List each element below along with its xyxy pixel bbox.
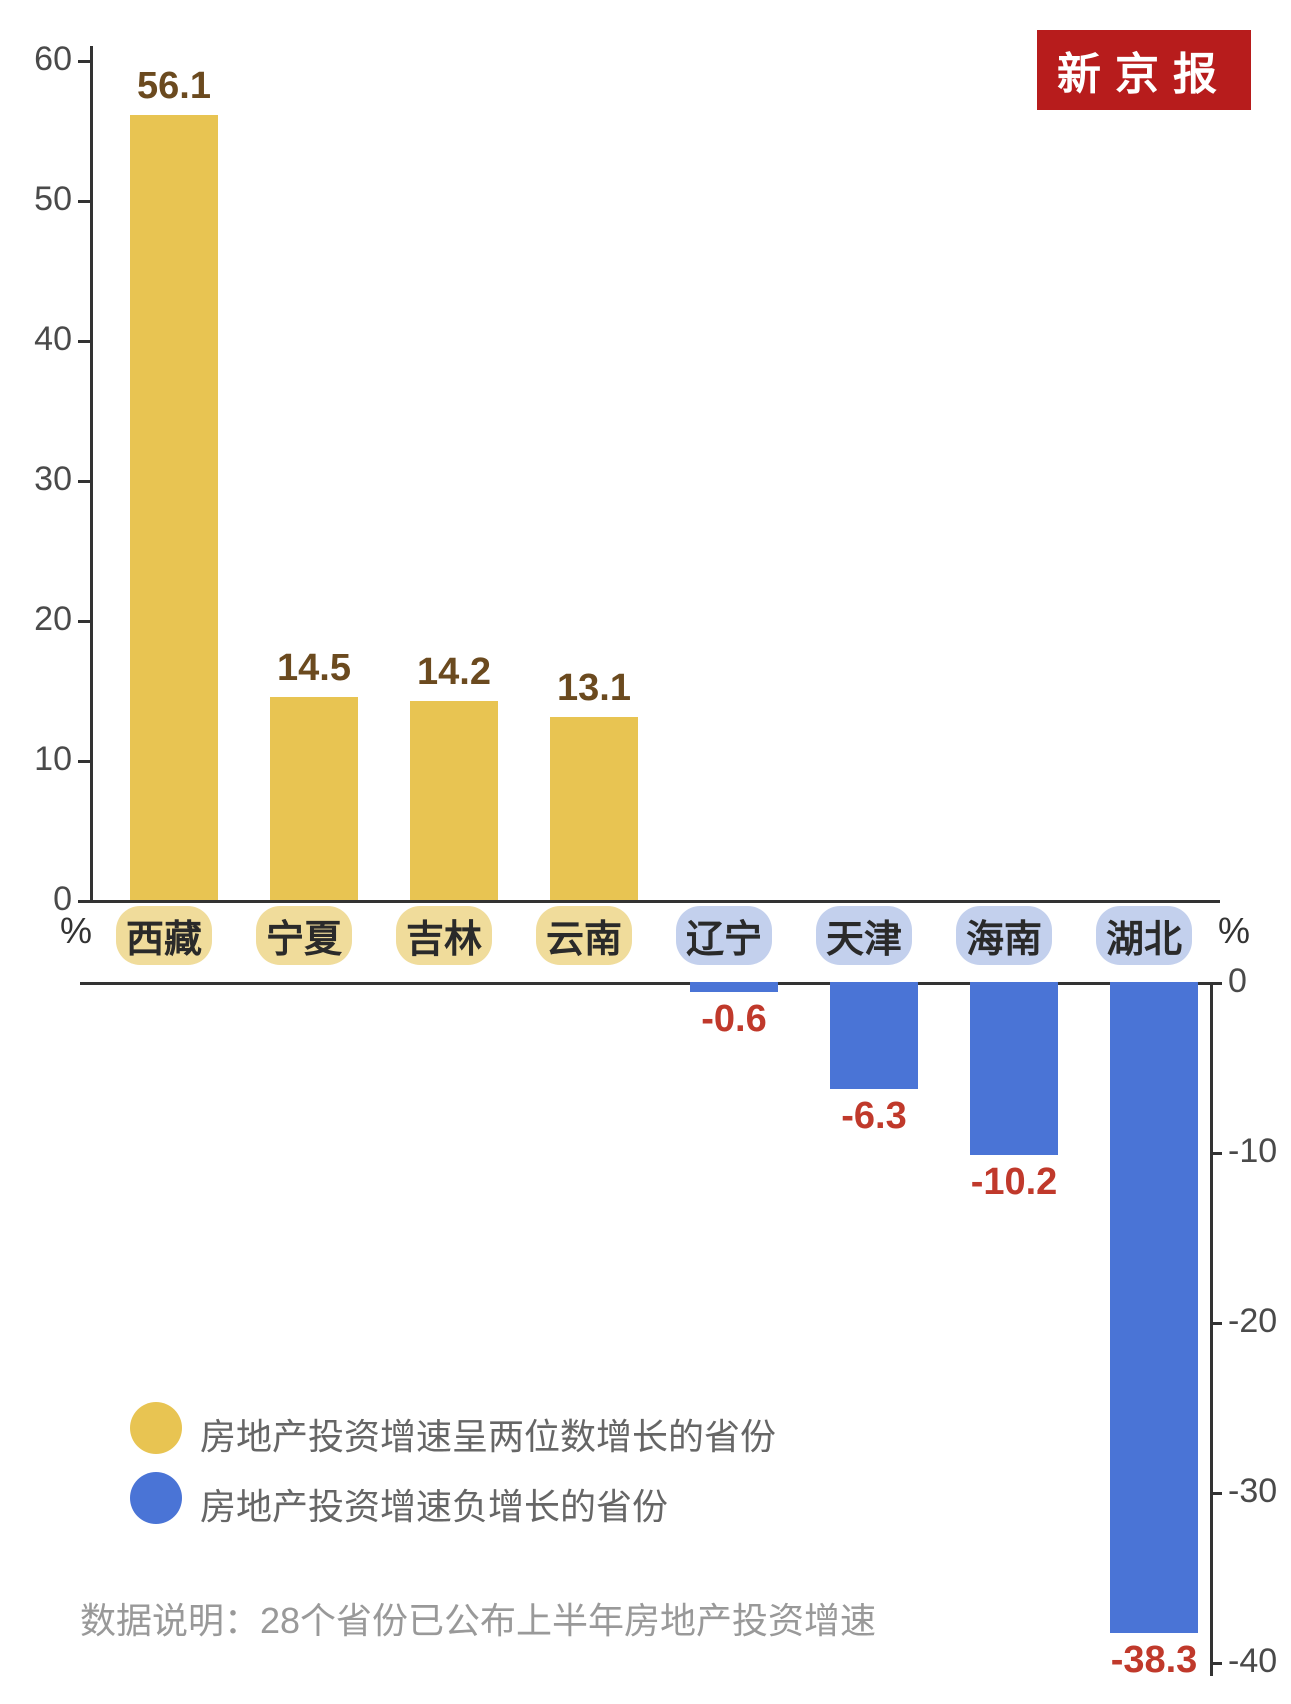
category-pill: 吉林 [396,906,492,965]
value-label: 14.5 [244,647,384,690]
pos-tick [78,900,90,903]
pos-tick [78,60,90,63]
legend-dot [130,1472,182,1524]
category-pill: 天津 [816,906,912,965]
neg-tick-label: -30 [1228,1472,1277,1511]
pos-tick-label: 40 [34,320,72,359]
pos-tick-label: 30 [34,460,72,499]
category-pill: 海南 [956,906,1052,965]
value-label: -6.3 [804,1095,944,1138]
neg-tick [1210,1152,1222,1155]
category-pill: 云南 [536,906,632,965]
bar-湖北 [1110,982,1198,1633]
category-pill: 湖北 [1096,906,1192,965]
neg-tick-label: 0 [1228,962,1247,1001]
pos-tick-label: 10 [34,740,72,779]
bar-西藏 [130,115,218,900]
pos-tick [78,760,90,763]
value-label: -0.6 [664,998,804,1041]
bar-海南 [970,982,1058,1155]
pos-unit-label: % [60,910,92,952]
value-label: -38.3 [1084,1639,1224,1682]
value-label: 13.1 [524,667,664,710]
bar-辽宁 [690,982,778,992]
category-pill: 西藏 [116,906,212,965]
bar-宁夏 [270,697,358,900]
bar-chart: 0102030405060%0-10-20-30-40%56.1西藏14.5宁夏… [60,30,1240,1610]
neg-tick-label: -10 [1228,1132,1277,1171]
value-label: 56.1 [104,65,244,108]
legend-text: 房地产投资增速呈两位数增长的省份 [200,1408,776,1460]
positive-y-axis [90,46,93,900]
bar-云南 [550,717,638,900]
neg-tick [1210,1322,1222,1325]
neg-tick-label: -40 [1228,1642,1277,1681]
legend-text: 房地产投资增速负增长的省份 [200,1478,668,1530]
data-caption: 数据说明：28个省份已公布上半年房地产投资增速 [80,1592,876,1644]
pos-tick-label: 20 [34,600,72,639]
pos-tick-label: 50 [34,180,72,219]
pos-tick [78,340,90,343]
value-label: -10.2 [944,1161,1084,1204]
bar-天津 [830,982,918,1089]
category-pill: 辽宁 [676,906,772,965]
neg-unit-label: % [1218,910,1250,952]
chart-container: 新京报 0102030405060%0-10-20-30-40%56.1西藏14… [0,0,1291,1704]
negative-y-axis [1210,982,1213,1676]
pos-tick [78,200,90,203]
neg-tick [1210,1492,1222,1495]
pos-tick [78,620,90,623]
neg-tick-label: -20 [1228,1302,1277,1341]
pos-baseline [90,900,1220,903]
pos-tick [78,480,90,483]
value-label: 14.2 [384,651,524,694]
category-pill: 宁夏 [256,906,352,965]
legend-dot [130,1402,182,1454]
neg-tick [1210,982,1222,985]
bar-吉林 [410,701,498,900]
pos-tick-label: 60 [34,40,72,79]
